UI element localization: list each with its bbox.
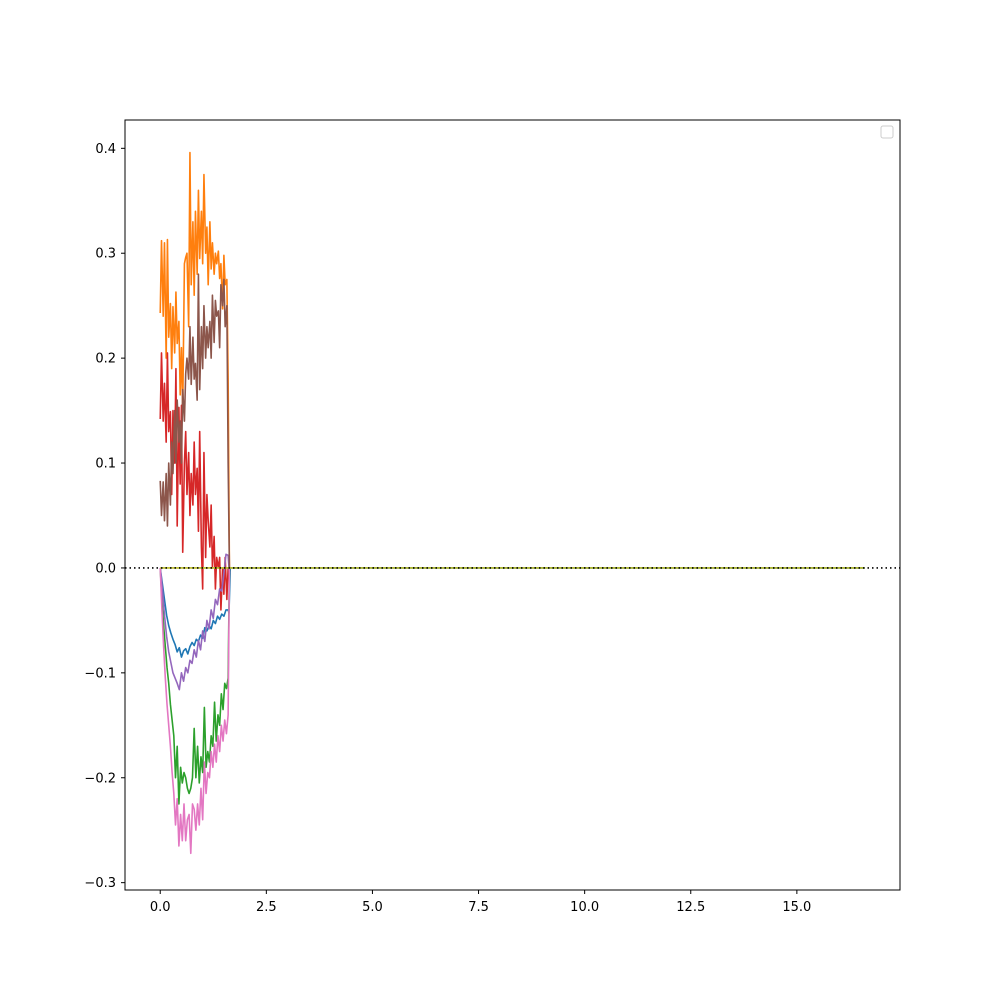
- y-tick-label: 0.1: [95, 457, 116, 472]
- y-tick-label: 0.2: [95, 352, 116, 367]
- x-tick-label: 2.5: [256, 900, 277, 915]
- y-tick-label: −0.2: [84, 771, 116, 786]
- legend-box: [880, 125, 894, 139]
- series-line-1: [159, 567, 865, 658]
- y-tick-label: −0.1: [84, 666, 116, 681]
- series-line-7: [159, 567, 231, 855]
- x-tick-label: 12.5: [676, 900, 705, 915]
- plot-frame: [124, 119, 901, 891]
- x-tick-label: 5.0: [362, 900, 383, 915]
- x-tick-label: 10.0: [570, 900, 599, 915]
- y-tick-label: 0.4: [95, 142, 116, 157]
- y-tick-label: −0.3: [84, 876, 116, 891]
- series-line-6: [159, 273, 231, 568]
- x-tick-label: 15.0: [782, 900, 811, 915]
- series-line-3: [159, 567, 231, 805]
- series-line-5: [159, 553, 231, 691]
- y-tick-label: 0.0: [95, 561, 116, 576]
- series-line-4: [159, 352, 230, 611]
- series-line-2: [159, 151, 231, 568]
- x-tick-label: 0.0: [150, 900, 171, 915]
- x-tick-label: 7.5: [468, 900, 489, 915]
- y-tick-label: 0.3: [95, 247, 116, 262]
- axis-layer: 0.0 2.5 5.0 7.5 10.0 12.5 15.0 −0.3 −0.2 −0.1 0.0 0…: [84, 142, 811, 915]
- series-layer: [159, 151, 865, 855]
